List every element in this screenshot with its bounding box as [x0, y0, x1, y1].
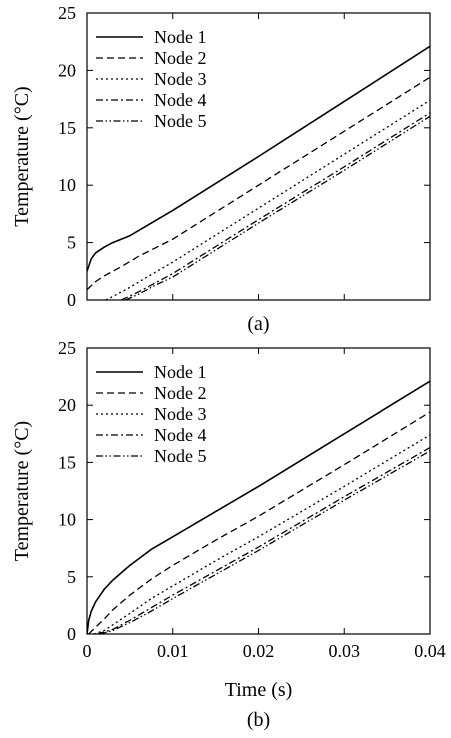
y-tick-label: 5	[67, 567, 76, 587]
series-group	[87, 45, 430, 300]
x-tick-label: 0	[83, 641, 92, 661]
legend-label-5: Node 5	[154, 111, 207, 131]
series-group	[87, 380, 430, 634]
series-line-2	[87, 76, 430, 291]
series-line-1	[87, 380, 430, 634]
legend-label-3: Node 3	[154, 404, 207, 424]
panel-label: (b)	[247, 709, 270, 731]
legend-label-1: Node 1	[154, 362, 207, 382]
x-tick-label: 0.01	[157, 641, 189, 661]
y-axis-label: Temperature (°C)	[11, 86, 33, 226]
series-line-5	[99, 450, 430, 634]
y-tick-label: 15	[58, 452, 76, 472]
legend-label-1: Node 1	[154, 27, 207, 47]
y-tick-label: 10	[58, 510, 76, 530]
legend-label-5: Node 5	[154, 446, 207, 466]
series-line-5	[125, 115, 430, 300]
panel-label: (a)	[247, 313, 269, 335]
y-tick-label: 5	[67, 233, 76, 253]
legend-label-4: Node 4	[154, 90, 207, 110]
y-tick-label: 10	[58, 175, 76, 195]
y-tick-label: 0	[67, 290, 76, 310]
series-line-2	[88, 411, 430, 634]
series-line-1	[87, 45, 430, 272]
x-tick-label: 0.03	[329, 641, 361, 661]
x-axis-label: Time (s)	[225, 679, 293, 701]
legend-label-3: Node 3	[154, 69, 207, 89]
y-tick-label: 15	[58, 118, 76, 138]
x-tick-label: 0.02	[243, 641, 275, 661]
y-tick-label: 20	[58, 395, 76, 415]
plot-frame	[86, 347, 431, 635]
legend-label-2: Node 2	[154, 383, 207, 403]
y-tick-label: 25	[58, 3, 76, 23]
series-line-4	[121, 112, 430, 300]
y-axis-label: Temperature (°C)	[11, 421, 33, 561]
y-tick-label: 20	[58, 60, 76, 80]
x-tick-label: 0.04	[414, 641, 446, 661]
series-line-4	[97, 446, 430, 634]
legend-label-4: Node 4	[154, 425, 207, 445]
y-tick-label: 25	[58, 338, 76, 358]
panel-b: 0 0.01 0.02 0.03 0.04 0 5 10 15 20 25 Temperature (…	[11, 338, 446, 731]
series-line-3	[93, 434, 430, 634]
series-line-3	[105, 99, 430, 300]
legend-label-2: Node 2	[154, 48, 207, 68]
y-tick-label: 0	[67, 624, 76, 644]
